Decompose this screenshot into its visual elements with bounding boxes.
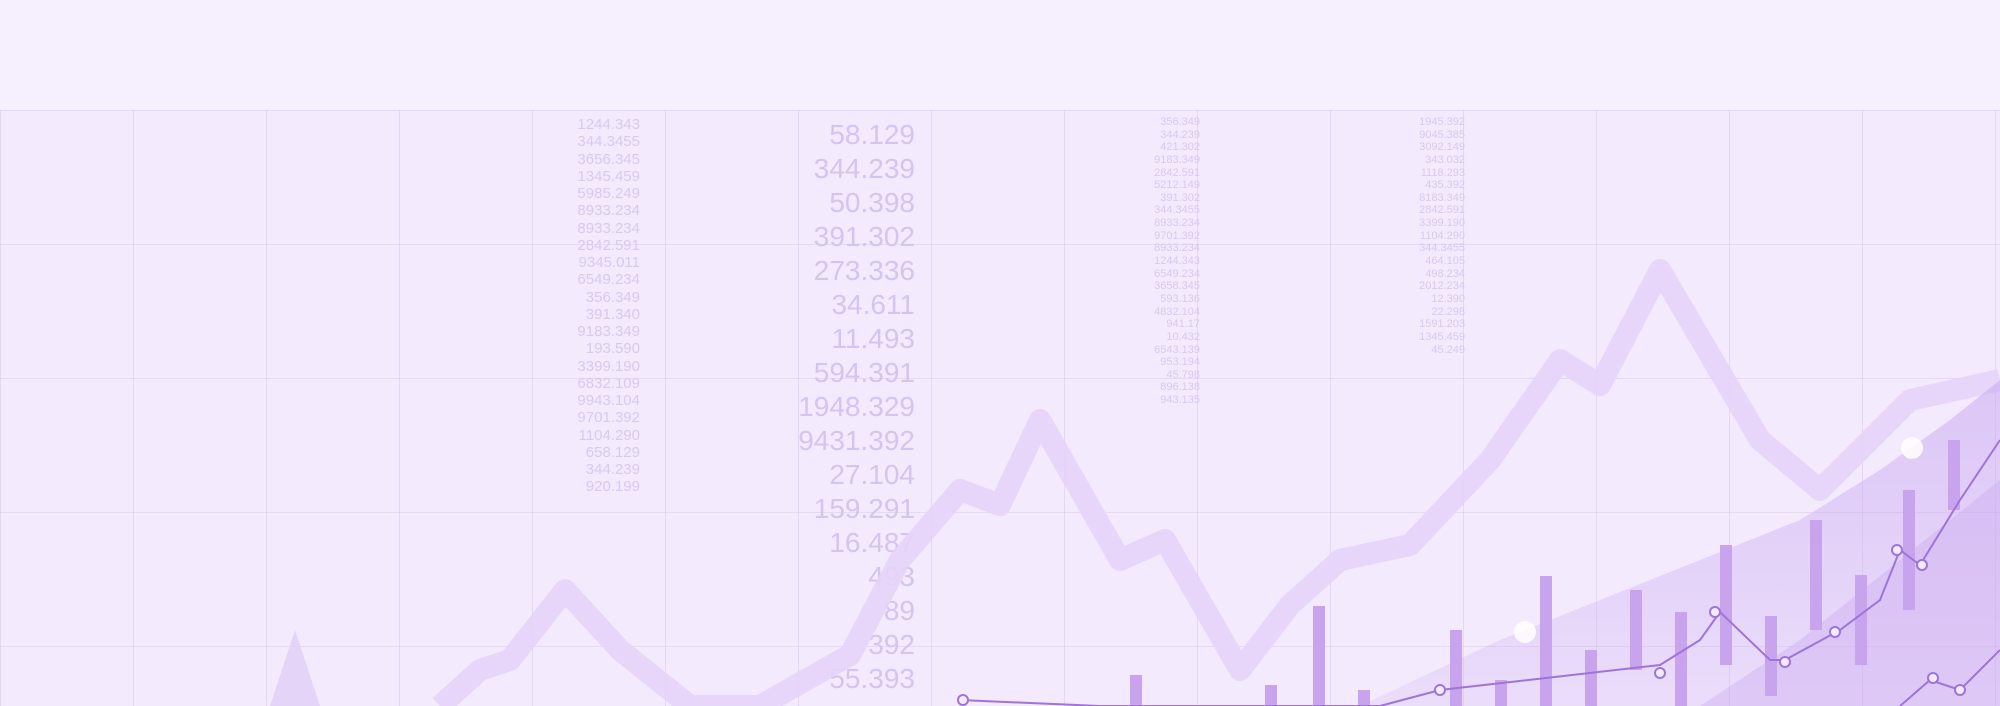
stock-number: 12.390 [1431,292,1465,305]
stock-number: 943.135 [1160,394,1200,407]
stock-number: 896.138 [1160,381,1200,394]
stock-number: 356.349 [585,288,640,306]
stock-number: 3656.345 [577,150,640,168]
stock-number: 344.3455 [1154,204,1200,217]
stock-number: 6543.139 [1154,343,1200,356]
stock-number: 2842.591 [1154,166,1200,179]
stock-number: 1104.290 [578,426,640,444]
stock-number: 658.129 [585,443,640,461]
stock-number: 941.17 [1166,318,1200,331]
stock-number: 8183.349 [1419,191,1465,204]
stock-number: 8933.234 [1154,217,1200,230]
stock-number: 9701.392 [1154,229,1200,242]
stock-number: 3399.190 [577,357,640,375]
stock-number: 6549.234 [577,271,640,289]
stock-number: 391.302 [813,221,915,252]
stock-number: 10.432 [1166,330,1200,343]
stock-number: 159.291 [813,493,915,524]
stock-number: 1345.459 [577,167,640,185]
trend-line-wide [432,259,2000,706]
stock-number: 1591.203 [1419,318,1465,331]
stock-number: 6549.234 [1154,267,1200,280]
stock-number: 27.104 [829,459,915,490]
stock-number: 193.590 [585,340,640,358]
stock-number: 2842.591 [577,236,640,254]
highlight-dots [1514,437,1923,643]
stock-number: 464.105 [1425,255,1465,268]
stock-number: 50.398 [829,187,915,218]
stock-number: 6832.109 [577,374,640,392]
stock-number: 8933.234 [577,202,640,220]
area-fill-2 [1700,480,2000,706]
stock-number: 920.199 [585,478,640,496]
stock-number: 1345.459 [1419,330,1465,343]
stock-number: 8933.234 [577,219,640,237]
stock-number: 344.3455 [1419,242,1465,255]
stock-number: 1244.343 [577,116,640,133]
stock-number: 1945.392 [1419,116,1465,128]
stock-number: 594.391 [813,357,915,388]
area-fill [1360,380,2000,706]
stock-number: 45.249 [1431,343,1465,356]
stock-number: 9045.385 [1419,128,1465,141]
stock-number: 3092.149 [1419,141,1465,154]
stock-number: 498.234 [1425,267,1465,280]
stock-number: 343.032 [1425,153,1465,166]
stock-number: 9183.349 [577,323,640,340]
stock-number: 9431.392 [798,425,915,456]
stock-number: 344.239 [1160,128,1200,141]
stock-number: 34.611 [831,289,915,320]
stock-number-column-a: 1244.343 344.3455 3656.345 1345.459 5985.249… [577,116,640,496]
stock-number: 421.302 [1160,141,1200,154]
stock-number: 11.493 [831,323,915,354]
stock-number: 344.239 [813,153,915,184]
price-markers [957,544,1966,706]
stock-number-column-b: 356.349 344.239 421.302 9183.349 2842.591 521… [1154,116,1200,407]
price-line-2 [1899,649,2000,706]
stock-number: 356.349 [1160,116,1200,128]
stock-number: 391.340 [585,305,640,323]
stock-number-column-c: 1945.392 9045.385 3092.149 343.032 1118.293 4… [1419,116,1465,356]
stock-number: 344.3455 [577,133,640,151]
stock-number: 5212.149 [1154,179,1200,192]
stock-number: 1244.343 [1154,255,1200,268]
stock-number: 1104.290 [1419,229,1465,242]
stock-number-column-large: 58.129 344.239 50.398 391.302 273.336 34.611 1… [798,118,915,696]
stock-number: 5985.249 [577,185,640,202]
stock-number: 391.302 [1160,191,1200,204]
stock-number: 4832.104 [1154,305,1200,318]
stock-number: 9701.392 [577,409,640,427]
stock-number: 3658.345 [1154,280,1200,293]
spike-shape [270,630,320,706]
price-line [959,439,2000,706]
stock-number: 344.239 [585,461,640,478]
stock-number: 9345.011 [578,254,640,271]
stock-number: 9183.349 [1154,153,1200,166]
stock-number: 1118.293 [1420,166,1465,179]
stock-number: 3399.190 [1419,217,1465,230]
stock-number: 392 [868,629,915,660]
stock-number: 273.336 [813,255,915,286]
stock-number: 593.136 [1160,292,1200,305]
stock-number: 58.129 [829,119,915,150]
candlesticks [1130,440,1960,706]
stock-number: 2842.591 [1419,204,1465,217]
top-band [0,0,2000,110]
stock-number: 9943.104 [577,392,640,409]
stock-number: 2012.234 [1419,280,1465,293]
stock-number: 8933.234 [1154,242,1200,255]
stock-number: 435.392 [1425,179,1465,192]
stock-number: 22.298 [1431,305,1465,318]
stock-number: 953.194 [1160,356,1200,369]
stock-number: 45.798 [1166,368,1200,381]
stock-number: 1948.329 [798,391,915,422]
